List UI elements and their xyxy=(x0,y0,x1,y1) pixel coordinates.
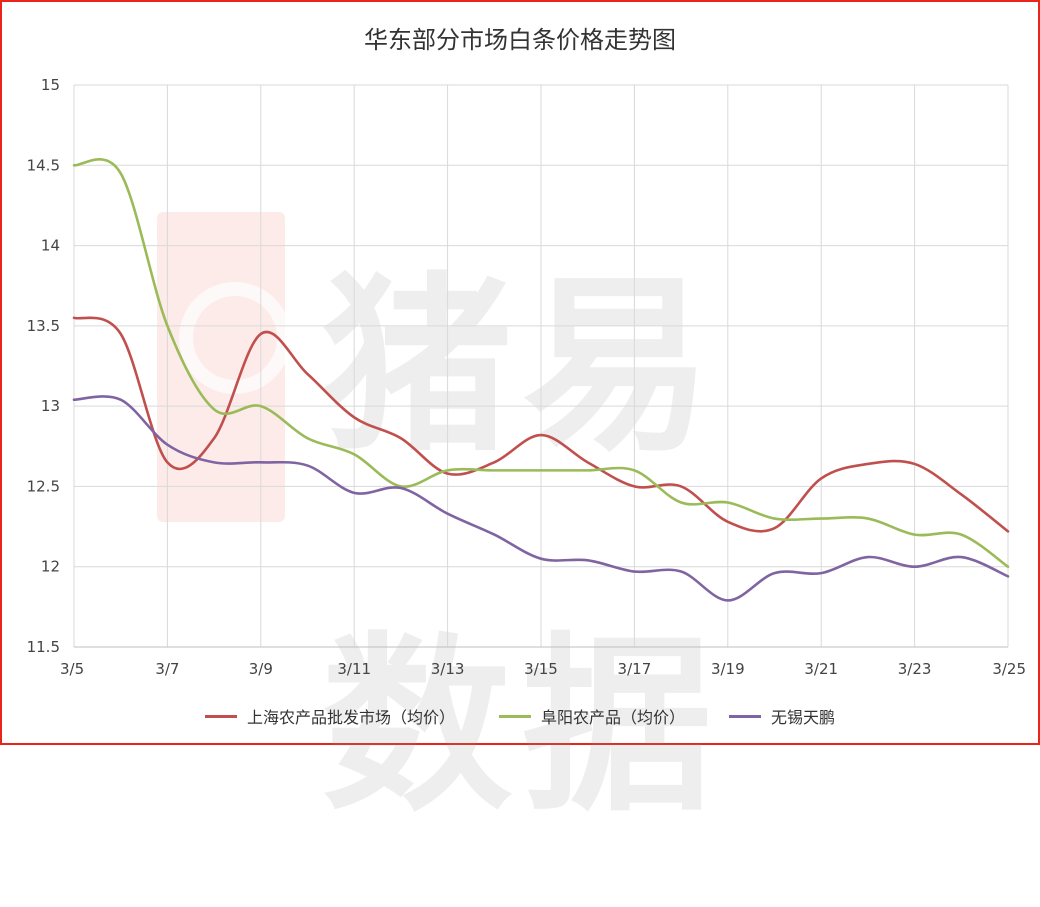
gridlines xyxy=(73,84,1009,648)
x-tick-label: 3/25 xyxy=(992,660,1026,678)
legend-label: 无锡天鹏 xyxy=(771,708,836,727)
x-tick-label: 3/11 xyxy=(337,660,371,678)
x-tick-label: 3/9 xyxy=(249,660,273,678)
series-line-1 xyxy=(72,158,1010,569)
series-line-0 xyxy=(72,316,1010,533)
y-tick-label: 11.5 xyxy=(27,638,60,656)
legend-label: 上海农产品批发市场（均价） xyxy=(246,708,455,727)
legend: 上海农产品批发市场（均价） 阜阳农产品（均价） 无锡天鹏 xyxy=(2,704,1038,728)
y-tick-label: 14.5 xyxy=(27,156,60,174)
x-tick-label: 3/21 xyxy=(804,660,838,678)
y-tick-label: 12 xyxy=(41,558,60,576)
x-tick-label: 3/19 xyxy=(711,660,745,678)
x-tick-label: 3/15 xyxy=(524,660,558,678)
y-tick-label: 13 xyxy=(41,397,60,415)
chart-frame: 华东部分市场白条价格走势图 猪易数据 11.5 12 12.5 13 13.5 14 14.… xyxy=(0,0,1040,837)
legend-swatch xyxy=(498,714,531,718)
x-axis-ticks: 3/5 3/7 3/9 3/11 3/13 3/15 3/17 3/19 3/21 3/23 3/2… xyxy=(60,660,1026,678)
y-tick-label: 14 xyxy=(41,237,60,255)
x-tick-label: 3/17 xyxy=(618,660,652,678)
legend-swatch xyxy=(729,714,761,718)
series-lines xyxy=(72,158,1010,602)
legend-item: 上海农产品批发市场（均价） xyxy=(204,704,455,728)
legend-swatch xyxy=(204,714,237,718)
y-axis-ticks: 11.5 12 12.5 13 13.5 14 14.5 15 xyxy=(27,76,60,656)
legend-item: 阜阳农产品（均价） xyxy=(498,704,685,728)
x-tick-label: 3/7 xyxy=(155,660,179,678)
y-tick-label: 15 xyxy=(41,76,60,94)
series-line-2 xyxy=(72,395,1010,602)
chart-title: 华东部分市场白条价格走势图 xyxy=(364,26,676,54)
legend-item: 无锡天鹏 xyxy=(729,704,835,728)
y-tick-label: 12.5 xyxy=(27,477,60,495)
legend-label: 阜阳农产品（均价） xyxy=(540,708,685,727)
x-tick-label: 3/23 xyxy=(898,660,932,678)
x-tick-label: 3/13 xyxy=(431,660,465,678)
y-tick-label: 13.5 xyxy=(27,317,60,335)
x-tick-label: 3/5 xyxy=(60,660,84,678)
